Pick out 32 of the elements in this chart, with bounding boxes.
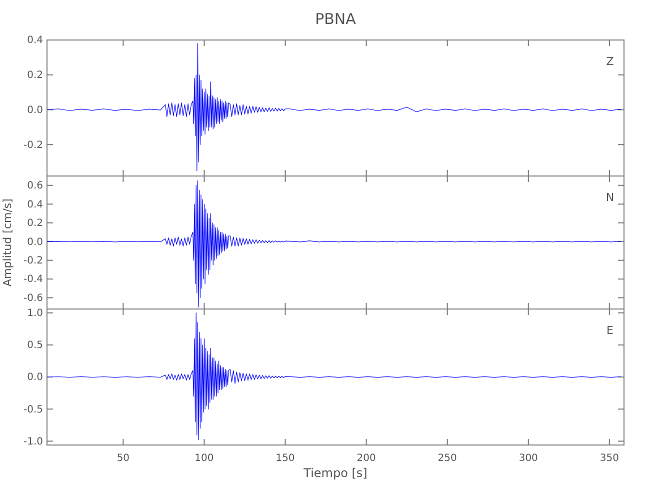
y-tick-label: -0.2 — [23, 255, 43, 266]
y-tick-label: 0.4 — [27, 35, 43, 46]
annotation: N — [606, 191, 614, 204]
x-axis-title: Tiempo [s] — [302, 466, 368, 480]
y-tick-label: 0.0 — [27, 236, 43, 248]
y-tick-label: 0.0 — [27, 372, 43, 384]
line-series — [46, 180, 622, 308]
x-tick-label: 50 — [116, 453, 130, 464]
x-tick-label: 200 — [356, 453, 376, 464]
y-tick-label: 0.2 — [27, 70, 43, 82]
y-tick-label: 0.0 — [27, 104, 43, 116]
y-tick-label: -0.6 — [23, 292, 43, 304]
x-tick-label: 300 — [518, 453, 538, 464]
y-tick-label: 0.4 — [27, 199, 43, 210]
y-tick-label: 1.0 — [27, 308, 43, 320]
y-axis-title: Amplitud [cm/s] — [1, 198, 14, 286]
line-series — [46, 312, 622, 440]
y-tick-label: -0.5 — [23, 404, 43, 416]
y-tick-label: 0.5 — [27, 340, 43, 352]
y-tick-label: -1.0 — [23, 436, 43, 448]
annotation: E — [606, 324, 614, 337]
line-series — [46, 43, 622, 172]
chart-title: PBNA — [315, 10, 357, 28]
x-tick-label: 100 — [194, 453, 214, 464]
x-tick-label: 350 — [600, 453, 619, 464]
annotation: Z — [606, 55, 614, 68]
y-tick-label: -0.2 — [23, 140, 43, 151]
x-tick-label: 250 — [438, 453, 457, 464]
y-tick-label: 0.6 — [27, 180, 43, 192]
x-tick-label: 150 — [276, 453, 295, 464]
y-tick-label: 0.2 — [27, 218, 43, 230]
y-tick-label: -0.4 — [23, 274, 43, 286]
